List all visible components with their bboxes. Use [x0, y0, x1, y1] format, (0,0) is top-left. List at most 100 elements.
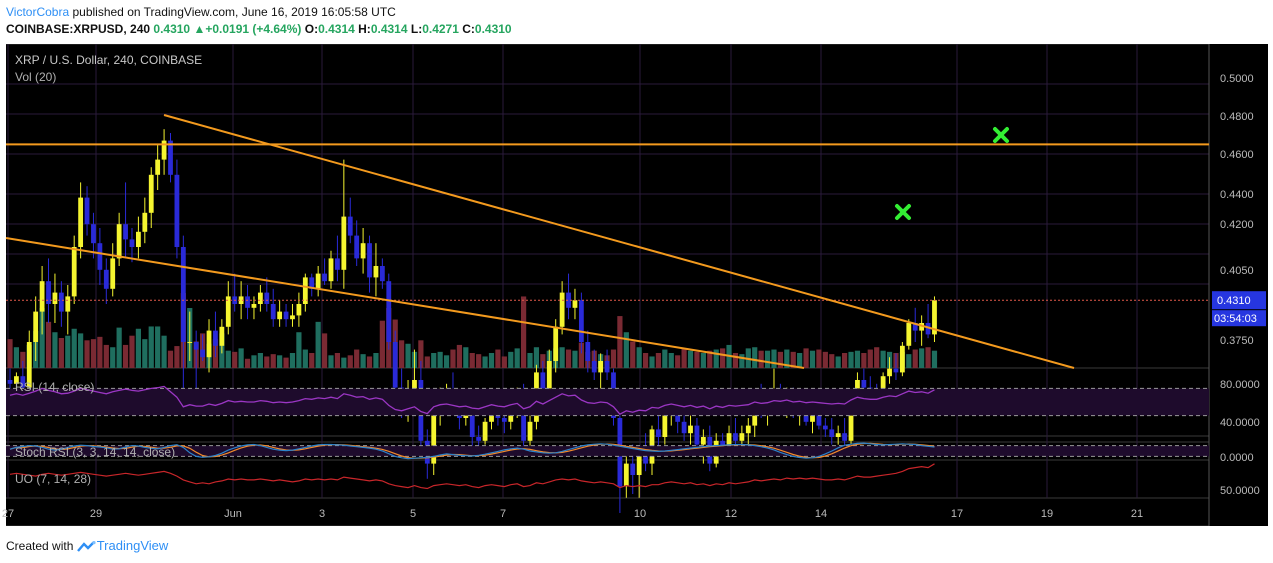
volume-bar	[867, 349, 873, 368]
candle-body	[200, 349, 205, 358]
volume-bar	[508, 351, 514, 368]
volume-bar	[803, 348, 809, 368]
price-tick-label: 0.4800	[1220, 111, 1254, 123]
candle-body	[739, 433, 745, 441]
volume-bar	[842, 353, 848, 368]
volume-bar	[251, 355, 257, 368]
volume-bar	[39, 308, 45, 368]
last-price-value: 0.4310	[153, 22, 191, 36]
candle-body	[129, 239, 135, 247]
stoch-k-line	[9, 442, 935, 460]
candle-body	[842, 433, 847, 441]
stoch-tick-label: 0.0000	[1220, 452, 1254, 464]
volume-bar	[931, 350, 938, 368]
candle-body	[559, 292, 565, 327]
candle-body	[912, 323, 918, 331]
candle-body	[412, 380, 417, 396]
candle-body	[816, 414, 822, 426]
volume-bar	[7, 339, 13, 368]
uo-tick-label: 50.0000	[1220, 485, 1260, 497]
candle-body	[161, 140, 167, 160]
x-marker-icon	[895, 204, 911, 220]
candle-body	[367, 243, 372, 278]
volume-bar	[777, 351, 783, 368]
volume-bar	[97, 336, 103, 368]
drawings[interactable]	[5, 114, 1209, 369]
volume-bar	[495, 349, 501, 368]
tradingview-brand[interactable]: TradingView	[96, 538, 169, 553]
lower-trendline	[5, 237, 805, 369]
volume-bar	[771, 349, 777, 368]
candle-body	[264, 292, 270, 304]
volume-bar	[572, 350, 578, 368]
candle-body	[335, 258, 340, 270]
volume-bar	[418, 340, 424, 368]
candle-body	[373, 266, 379, 278]
volume-bar	[142, 339, 148, 368]
candle-body	[97, 243, 103, 270]
volume-bar	[71, 328, 77, 368]
candle-body	[469, 410, 475, 437]
volume-bar	[829, 354, 835, 368]
last-price-label-bg	[1212, 291, 1266, 310]
volume-bar	[809, 350, 816, 368]
time-tick-label: 14	[815, 508, 827, 520]
x-marker-stroke	[895, 204, 911, 220]
candle-body	[893, 368, 899, 373]
candle-body	[919, 323, 925, 331]
volume-bar	[681, 348, 687, 368]
volume-bar	[155, 326, 161, 368]
candle-body	[257, 292, 263, 304]
rsi-tick-label: 40.0000	[1220, 417, 1260, 429]
candle-body	[688, 425, 693, 434]
candle-body	[91, 224, 96, 244]
candle-body	[578, 300, 584, 342]
volume-bar	[816, 349, 822, 368]
chart-area[interactable]: 0.50000.48000.46000.44000.42000.40500.39…	[0, 44, 1273, 526]
volume-bar	[649, 356, 655, 368]
symbol-label: COINBASE:XRPUSD, 240	[6, 22, 151, 36]
volume-bar	[90, 339, 97, 368]
volume-bar	[610, 349, 617, 368]
volume-bar	[559, 347, 565, 368]
candle-body	[213, 330, 218, 346]
volume-bar	[135, 328, 141, 368]
created-with-text: Created with	[6, 539, 74, 553]
candle-body	[46, 281, 51, 304]
candle-body	[540, 372, 546, 403]
candle-body	[848, 399, 854, 441]
candle-body	[148, 174, 154, 213]
candle-body	[906, 323, 912, 346]
volume-bar	[527, 353, 533, 368]
high-label: H:	[358, 22, 371, 36]
x-marker-stroke	[993, 127, 1009, 143]
candle-body	[136, 231, 141, 247]
candle-body	[553, 326, 559, 361]
volume-bar	[668, 353, 674, 368]
candle-body	[733, 433, 738, 441]
candle-body	[155, 159, 161, 175]
volume-bar	[296, 332, 302, 368]
candle-body	[386, 281, 392, 342]
volume-bar	[463, 347, 469, 368]
descending-trendline	[163, 114, 1075, 369]
volume-bar	[533, 347, 540, 368]
rsi-band-fill	[6, 388, 1209, 416]
candle-body	[566, 292, 571, 308]
candle-body	[643, 456, 648, 464]
candle-body	[861, 380, 867, 388]
volume-bar	[360, 354, 366, 368]
volume-bar	[289, 353, 296, 368]
volume-bar	[790, 351, 796, 368]
candle-body	[521, 395, 526, 441]
volume-bar	[835, 356, 841, 368]
candle-body	[932, 300, 937, 335]
author-link[interactable]: VictorCobra	[6, 5, 70, 19]
volume-bar	[764, 350, 771, 368]
publish-info: VictorCobra published on TradingView.com…	[6, 5, 396, 19]
volume-bar	[405, 343, 411, 368]
volume-bar	[482, 356, 488, 368]
volume-bar	[58, 338, 64, 368]
volume-bar	[925, 347, 931, 368]
volume-bar	[321, 333, 328, 368]
